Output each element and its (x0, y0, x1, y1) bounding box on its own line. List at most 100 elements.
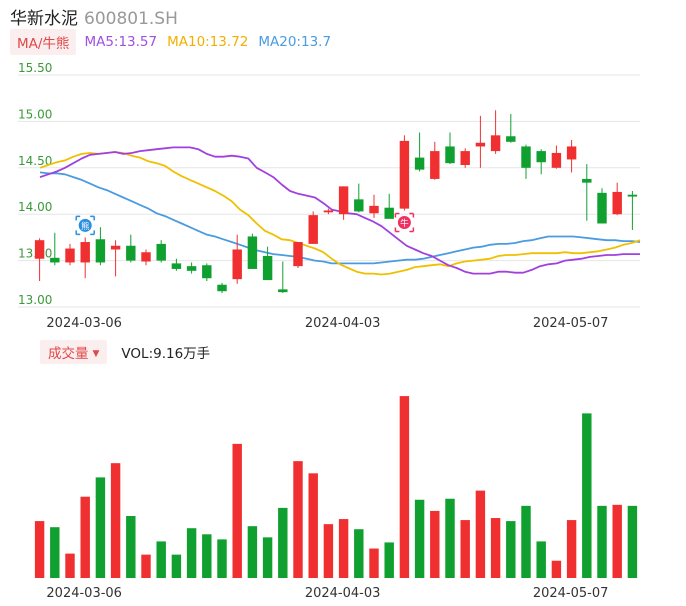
volume-bar (308, 473, 318, 578)
candle-body (582, 178, 592, 183)
candle-body (506, 136, 516, 142)
volume-legend: 成交量 ▼ VOL:9.16万手 (40, 340, 210, 364)
candle-body (414, 157, 425, 170)
candlestick (490, 110, 501, 154)
candlestick (186, 262, 197, 274)
candlestick (232, 234, 242, 284)
volume-date-label: 2024-04-03 (305, 586, 381, 601)
signal-dot (397, 215, 411, 229)
candlestick (323, 208, 334, 215)
price-date-label: 2024-04-03 (305, 316, 381, 331)
candle-body (566, 146, 577, 160)
candle-body (95, 239, 106, 263)
signal-frame (75, 215, 95, 236)
ma20-legend: MA20:13.7 (258, 34, 332, 50)
candlestick (338, 186, 349, 220)
candle-body (80, 242, 90, 263)
volume-indicator-label: 成交量 (48, 346, 89, 362)
candle-body (551, 152, 562, 168)
candlestick (445, 132, 455, 165)
candlestick (141, 249, 151, 266)
candlestick (506, 113, 516, 143)
volume-bar (247, 526, 258, 578)
candle-body (126, 245, 136, 261)
signal-glyph: 熊 (81, 221, 90, 232)
volume-bar (171, 554, 182, 578)
volume-bar (506, 521, 516, 578)
signal-glyph: 牛 (400, 218, 409, 229)
volume-bar (597, 505, 607, 578)
candle-body (460, 151, 470, 166)
candlestick (566, 139, 577, 173)
candlestick (582, 164, 592, 221)
bear-signal-icon: 熊 (75, 215, 95, 236)
candlestick (247, 233, 258, 269)
candlestick (50, 232, 60, 266)
volume-bar (232, 443, 242, 578)
candle-body (612, 191, 622, 215)
volume-bar (521, 505, 531, 578)
candle-body (445, 146, 455, 164)
bull-signal-icon: 牛 (394, 212, 415, 233)
candlestick (65, 243, 75, 266)
candle-body (490, 135, 501, 152)
price-tick-label: 15.50 (18, 61, 52, 75)
ma10-legend: MA10:13.72 (167, 34, 249, 50)
candlestick (384, 193, 394, 219)
candle-body (627, 194, 638, 197)
volume-bar (551, 560, 562, 578)
stock-title: 华新水泥 600801.SH (10, 4, 178, 29)
volume-bar (323, 524, 334, 578)
volume-bar (156, 541, 166, 578)
volume-bar (627, 505, 638, 578)
volume-bar (475, 490, 486, 578)
candle-body (369, 205, 379, 214)
candle-body (262, 255, 273, 281)
candle-body (293, 242, 303, 267)
candle-body (186, 266, 197, 271)
candlestick (95, 227, 106, 266)
candle-body (232, 249, 242, 280)
candle-body (141, 252, 151, 262)
ma-toggle-button[interactable]: MA/牛熊 (10, 29, 77, 55)
candle-body (34, 240, 45, 259)
volume-indicator-dropdown[interactable]: 成交量 ▼ (40, 340, 108, 364)
candle-body (338, 186, 349, 215)
candle-body (399, 140, 410, 209)
candle-body (278, 289, 288, 293)
ma-legend: MA/牛熊 MA5:13.57 MA10:13.72 MA20:13.7 (10, 29, 332, 55)
candlestick (399, 135, 410, 211)
candlestick (156, 240, 166, 263)
stock-name: 华新水泥 (10, 9, 78, 29)
candle-body (384, 207, 394, 219)
candlestick (217, 282, 227, 294)
ma10-line (39, 151, 641, 276)
volume-bar (460, 520, 470, 578)
candle-body (110, 245, 121, 250)
candle-body (536, 151, 546, 163)
volume-bar (80, 496, 90, 578)
candle-body (430, 151, 440, 179)
candlestick (612, 182, 622, 216)
volume-bar (141, 554, 151, 578)
candlestick (475, 115, 486, 168)
candlestick (460, 148, 470, 168)
candlestick (80, 237, 90, 279)
price-tick-label: 14.50 (18, 154, 52, 168)
volume-date-label: 2024-03-06 (46, 586, 122, 601)
ma5-legend: MA5:13.57 (84, 34, 158, 50)
volume-date-label: 2024-05-07 (533, 586, 609, 601)
candle-body (354, 199, 364, 212)
candlestick (354, 183, 364, 213)
candlestick (262, 246, 273, 281)
volume-bar (202, 534, 212, 578)
candlestick (34, 238, 45, 282)
price-tick-label: 13.00 (18, 293, 52, 307)
volume-bar (612, 504, 622, 578)
volume-bar (126, 516, 136, 578)
volume-bar (262, 537, 273, 578)
candle-body (202, 265, 212, 279)
candlestick (293, 242, 303, 269)
price-tick-label: 15.00 (18, 107, 52, 121)
